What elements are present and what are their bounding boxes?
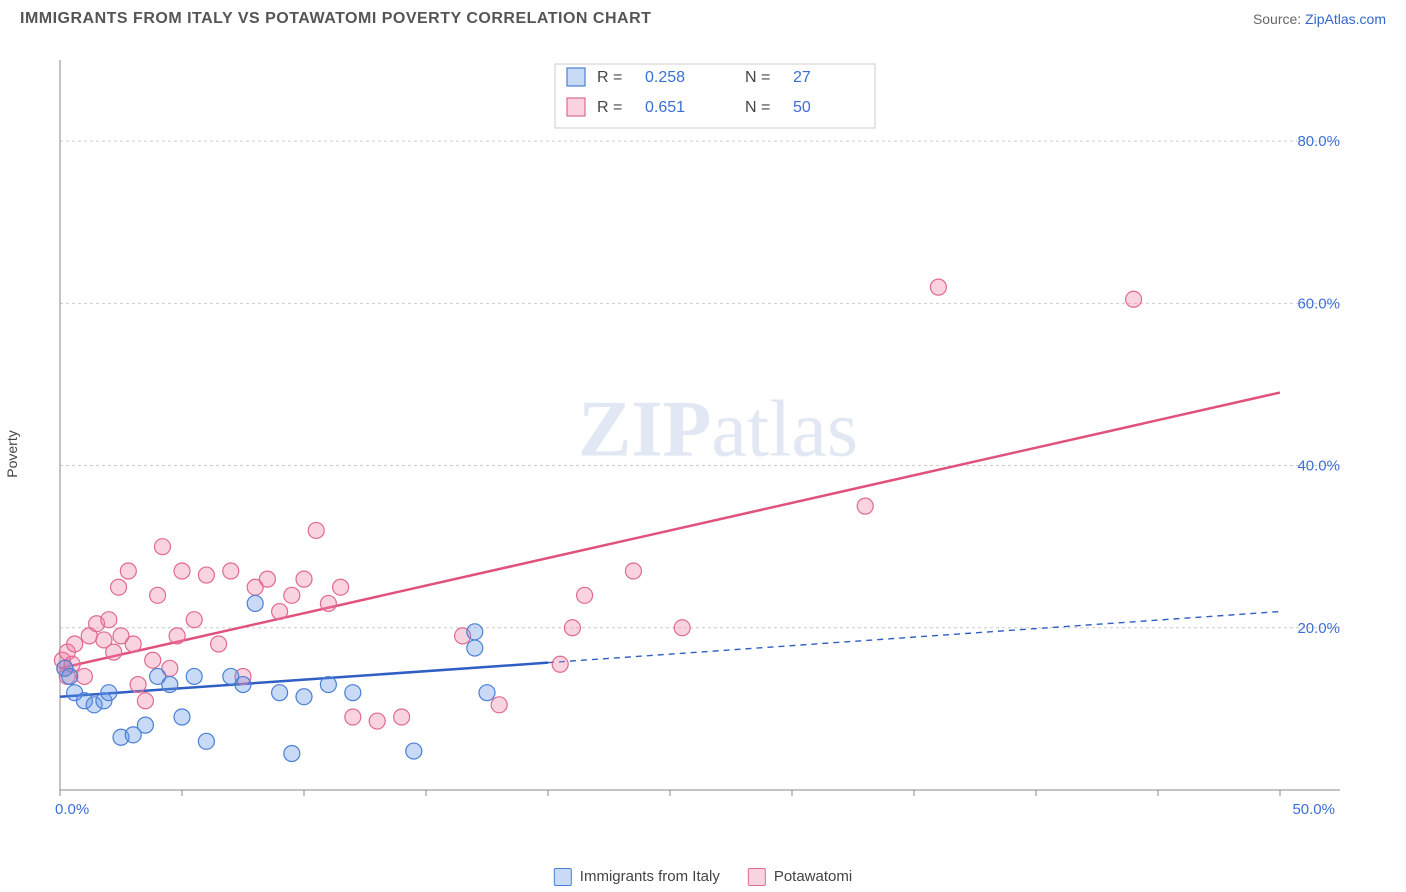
data-point-pink (130, 677, 146, 693)
data-point-pink (320, 595, 336, 611)
chart-plot-area: ZIPatlas 20.0%40.0%60.0%80.0%0.0%50.0%R … (50, 50, 1386, 842)
data-point-pink (491, 697, 507, 713)
data-point-blue (467, 640, 483, 656)
bottom-legend: Immigrants from Italy Potawatomi (554, 868, 852, 886)
data-point-blue (247, 595, 263, 611)
data-point-pink (308, 522, 324, 538)
data-point-pink (333, 579, 349, 595)
x-tick-label: 0.0% (55, 801, 89, 818)
legend-label-blue: Immigrants from Italy (580, 868, 720, 885)
data-point-pink (76, 668, 92, 684)
data-point-pink (369, 713, 385, 729)
data-point-pink (154, 539, 170, 555)
source-attribution: Source: ZipAtlas.com (1253, 11, 1386, 27)
data-point-blue (467, 624, 483, 640)
legend-swatch-pink (748, 868, 766, 886)
legend-n-label: N = (745, 99, 770, 116)
trendline-pink (60, 393, 1280, 669)
legend-n-value: 27 (793, 69, 811, 86)
data-point-pink (125, 636, 141, 652)
data-point-blue (186, 668, 202, 684)
legend-r-value: 0.651 (645, 99, 685, 116)
legend-n-label: N = (745, 69, 770, 86)
data-point-blue (62, 668, 78, 684)
data-point-pink (198, 567, 214, 583)
data-point-pink (857, 498, 873, 514)
data-point-pink (211, 636, 227, 652)
legend-r-label: R = (597, 69, 622, 86)
legend-r-label: R = (597, 99, 622, 116)
y-tick-label: 60.0% (1297, 295, 1340, 312)
data-point-pink (150, 587, 166, 603)
data-point-pink (259, 571, 275, 587)
x-tick-label: 50.0% (1292, 801, 1335, 818)
legend-label-pink: Potawatomi (774, 868, 852, 885)
data-point-blue (345, 685, 361, 701)
scatter-chart-svg: 20.0% 40.0% 60.0% 80.0% 0.0% 50.0% R = 0.258 N =… (50, 50, 1360, 820)
data-point-pink (1126, 291, 1142, 307)
data-point-pink (137, 693, 153, 709)
data-point-pink (101, 612, 117, 628)
source-label: Source: (1253, 11, 1305, 27)
data-point-blue (162, 677, 178, 693)
data-point-pink (120, 563, 136, 579)
data-point-blue (406, 743, 422, 759)
data-point-blue (235, 677, 251, 693)
source-link[interactable]: ZipAtlas.com (1305, 11, 1386, 27)
data-point-blue (198, 733, 214, 749)
data-point-blue (479, 685, 495, 701)
y-tick-label: 20.0% (1297, 620, 1340, 637)
data-point-pink (296, 571, 312, 587)
data-point-pink (345, 709, 361, 725)
data-point-pink (111, 579, 127, 595)
legend-item-pink: Potawatomi (748, 868, 852, 886)
data-point-blue (101, 685, 117, 701)
data-point-pink (106, 644, 122, 660)
legend-swatch-blue (554, 868, 572, 886)
y-tick-label: 80.0% (1297, 133, 1340, 150)
data-point-blue (296, 689, 312, 705)
data-point-pink (564, 620, 580, 636)
data-point-pink (174, 563, 190, 579)
data-point-pink (552, 656, 568, 672)
data-point-blue (272, 685, 288, 701)
chart-title: IMMIGRANTS FROM ITALY VS POTAWATOMI POVE… (20, 10, 651, 28)
data-point-pink (145, 652, 161, 668)
chart-header: IMMIGRANTS FROM ITALY VS POTAWATOMI POVE… (0, 0, 1406, 34)
data-point-blue (284, 746, 300, 762)
data-point-pink (625, 563, 641, 579)
data-point-pink (186, 612, 202, 628)
data-point-pink (930, 279, 946, 295)
data-point-blue (174, 709, 190, 725)
data-point-pink (67, 636, 83, 652)
legend-r-value: 0.258 (645, 69, 685, 86)
data-point-pink (394, 709, 410, 725)
data-point-pink (674, 620, 690, 636)
legend-item-blue: Immigrants from Italy (554, 868, 720, 886)
data-point-pink (284, 587, 300, 603)
data-point-pink (223, 563, 239, 579)
legend-n-value: 50 (793, 99, 811, 116)
legend-swatch (567, 98, 585, 116)
legend-swatch (567, 68, 585, 86)
trendline-blue-dashed (548, 612, 1280, 663)
data-point-pink (577, 587, 593, 603)
data-point-pink (169, 628, 185, 644)
y-tick-label: 40.0% (1297, 458, 1340, 475)
data-point-blue (320, 677, 336, 693)
y-axis-label: Poverty (4, 430, 20, 477)
data-point-blue (137, 717, 153, 733)
data-point-pink (272, 604, 288, 620)
